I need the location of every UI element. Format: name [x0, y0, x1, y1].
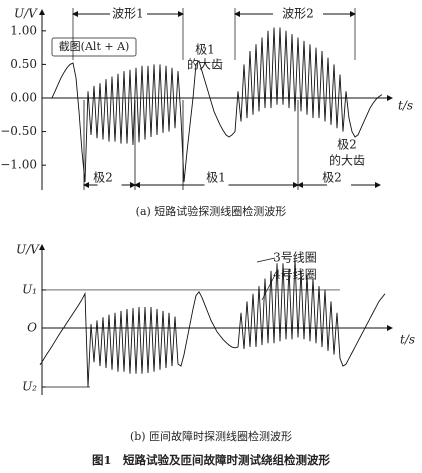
x-axis-label: t/s	[398, 99, 413, 113]
annotation: 波形2	[282, 7, 314, 21]
annotation: 3号线圈	[273, 251, 317, 265]
x-axis-label: t/s	[400, 333, 415, 347]
y-tick-label: 0.00	[10, 90, 37, 104]
annotation: 极1	[195, 43, 215, 57]
leader	[261, 274, 276, 301]
annotation: 截图(Alt + A)	[59, 39, 130, 53]
waveform	[39, 259, 386, 388]
y-tick-label: U₂	[22, 380, 37, 394]
annotation: 极1	[206, 171, 226, 185]
y-tick-label: 1.00	[10, 23, 37, 37]
annotation: 极2	[322, 171, 342, 185]
leader	[256, 257, 276, 263]
annotation: 的大齿	[187, 57, 223, 72]
annotation: 的大齿	[329, 153, 365, 168]
y-axis-label: U/V	[16, 243, 40, 257]
y-tick-label: −0.50	[0, 124, 37, 138]
subtitle: (b) 匝间故障时探测线圈检测波形	[130, 429, 292, 443]
annotation: 极2	[93, 171, 113, 185]
y-tick-label: O	[27, 320, 37, 334]
y-tick-label: U₁	[22, 282, 37, 296]
annotation: 波形1	[112, 7, 144, 21]
waveform	[51, 27, 383, 182]
figure-caption: 图1 短路试验及匝间故障时测试绕组检测波形	[92, 453, 330, 467]
subtitle: (a) 短路试验探测线圈检测波形	[136, 204, 287, 218]
y-axis-label: U/V	[14, 7, 38, 21]
y-tick-label: −1.00	[0, 158, 37, 172]
annotation: 极2	[337, 138, 357, 152]
annotation: 4号线圈	[273, 268, 317, 282]
y-tick-label: 0.50	[10, 57, 37, 71]
